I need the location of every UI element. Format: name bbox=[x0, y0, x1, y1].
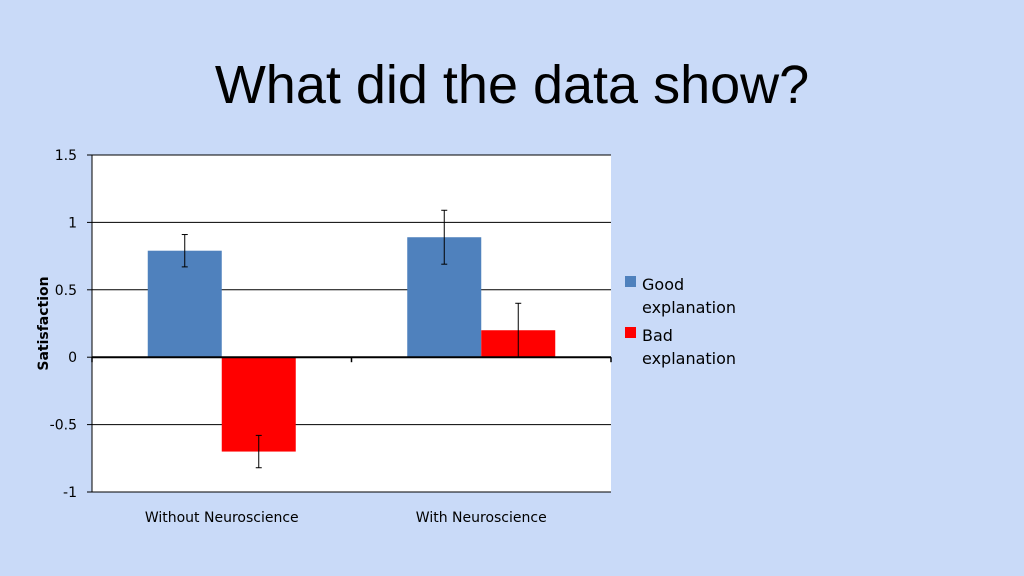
y-tick-label: 1 bbox=[68, 215, 77, 231]
legend-label: explanation bbox=[642, 349, 736, 368]
legend-label: explanation bbox=[642, 298, 736, 317]
slide-title: What did the data show? bbox=[214, 55, 810, 115]
legend-label: Good bbox=[642, 275, 684, 294]
y-tick-label: -1 bbox=[63, 485, 77, 501]
y-tick-label: 1.5 bbox=[55, 148, 77, 164]
legend-label: Bad bbox=[642, 326, 673, 345]
y-tick-label: 0.5 bbox=[55, 283, 77, 299]
category-label: With Neuroscience bbox=[416, 510, 547, 526]
category-label: Without Neuroscience bbox=[145, 510, 299, 526]
y-tick-label: 0 bbox=[68, 350, 77, 366]
bar bbox=[147, 250, 222, 358]
legend-swatch bbox=[625, 276, 636, 287]
legend-swatch bbox=[625, 327, 636, 338]
y-tick-label: -0.5 bbox=[50, 418, 77, 434]
y-axis-title: Satisfaction bbox=[36, 276, 52, 370]
